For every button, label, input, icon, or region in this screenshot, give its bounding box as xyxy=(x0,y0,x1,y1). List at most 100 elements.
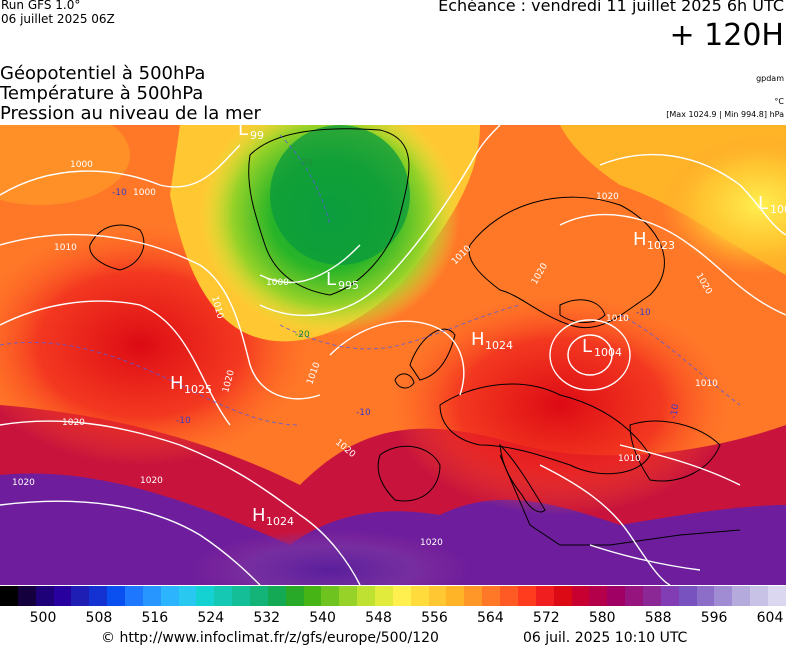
legend-swatch xyxy=(321,586,340,606)
pressure-center-l-100[interactable]: L 100 xyxy=(758,193,786,216)
pressure-center-h-1025[interactable]: H 1025 xyxy=(170,373,212,396)
pressure-center-h-1024-north[interactable]: H 1024 xyxy=(471,329,513,352)
svg-text:1023: 1023 xyxy=(647,239,675,252)
isotherm-labels: -20 -20 -10 -10 -10 -10 -10 xyxy=(112,158,682,426)
forecast-map[interactable]: H 1025 H 1024 H 1024 H 1023 L 995 L 1004… xyxy=(0,125,786,585)
isotherm-label: -10 xyxy=(112,188,127,198)
isobar-label: 1010 xyxy=(695,379,718,389)
isotherm-label: -10 xyxy=(176,416,191,426)
isobar-label: 1000 xyxy=(133,188,156,198)
yellow-ne-core xyxy=(660,135,786,275)
svg-text:1024: 1024 xyxy=(485,339,513,352)
isotherm-label: -20 xyxy=(298,158,313,168)
run-title: Run GFS 1.0° xyxy=(1,0,81,12)
svg-text:100: 100 xyxy=(770,203,786,216)
nw-cool-patch xyxy=(0,125,130,205)
svg-text:1024: 1024 xyxy=(266,515,294,528)
legend-swatch xyxy=(339,586,358,606)
isotherm-label: -10 xyxy=(669,403,681,419)
purple-core xyxy=(190,530,470,585)
svg-text:L: L xyxy=(238,125,248,140)
svg-text:H: H xyxy=(170,373,184,394)
run-date: 06 juillet 2025 06Z xyxy=(1,12,115,26)
isobar-label: 1010 xyxy=(54,243,77,253)
legend-label: 500 xyxy=(29,610,57,626)
unit-pressure: [Max 1024.9 | Min 994.8] hPa xyxy=(666,110,784,119)
isobar-label: 1020 xyxy=(596,192,619,202)
pressure-center-h-1023[interactable]: H 1023 xyxy=(633,229,675,252)
legend-swatch xyxy=(214,586,233,606)
isotherm-label: -10 xyxy=(636,308,651,318)
isobar-label: 1000 xyxy=(266,278,289,288)
isobar-label: 1010 xyxy=(618,454,641,464)
legend-swatch xyxy=(142,586,161,606)
legend-swatch xyxy=(285,586,304,606)
legend-swatch xyxy=(71,586,90,606)
legend-label: 556 xyxy=(421,610,448,626)
color-scale-labels: 500 508 516 524 532 540 548 556 564 572 580 588 596 6… xyxy=(0,610,786,628)
param-temperature: Température à 500hPa xyxy=(0,83,204,104)
legend-swatch xyxy=(357,586,376,606)
legend-swatch xyxy=(482,586,501,606)
forecast-lead: + 120H xyxy=(669,18,785,53)
legend-swatch xyxy=(642,586,661,606)
legend-swatch xyxy=(571,586,590,606)
isobar-label: 1020 xyxy=(420,538,443,548)
unit-geopotential: gpdam xyxy=(756,74,784,83)
isobar-label: 1020 xyxy=(12,478,35,488)
legend-label: 508 xyxy=(85,610,113,626)
legend-swatch xyxy=(696,586,715,606)
legend-label: 580 xyxy=(588,610,616,626)
svg-text:1004: 1004 xyxy=(594,346,622,359)
legend-swatch xyxy=(607,586,626,606)
legend-swatch xyxy=(446,586,465,606)
legend-swatch xyxy=(267,586,286,606)
legend-swatch xyxy=(0,586,18,606)
legend-swatch xyxy=(750,586,768,606)
pressure-center-l-995[interactable]: L 995 xyxy=(326,269,359,292)
source-url[interactable]: © http://www.infoclimat.fr/z/gfs/europe/… xyxy=(101,630,439,646)
legend-label: 540 xyxy=(309,610,336,626)
legend-swatch xyxy=(232,586,251,606)
legend-swatch xyxy=(107,586,126,606)
legend-swatch xyxy=(767,586,786,606)
legend-swatch xyxy=(89,586,108,606)
valid-time: Echéance : vendredi 11 juillet 2025 6h U… xyxy=(438,0,784,15)
isotherm-label: -10 xyxy=(356,408,371,418)
legend-swatch xyxy=(589,586,608,606)
svg-text:H: H xyxy=(252,505,266,526)
unit-temperature: °C xyxy=(774,97,784,106)
legend-label: 604 xyxy=(756,610,784,626)
legend-swatch xyxy=(53,586,72,606)
legend-swatch xyxy=(250,586,268,606)
pressure-center-l-1004[interactable]: L 1004 xyxy=(582,336,622,359)
svg-text:L: L xyxy=(326,269,336,290)
legend-swatch xyxy=(196,586,215,606)
pressure-center-l-99[interactable]: L 99 xyxy=(238,125,264,142)
legend-swatch xyxy=(660,586,679,606)
legend-swatch xyxy=(732,586,751,606)
svg-text:H: H xyxy=(633,229,647,250)
isotherm-label: -20 xyxy=(295,330,310,340)
legend-swatch xyxy=(375,586,393,606)
legend-swatch xyxy=(178,586,197,606)
legend-label: 524 xyxy=(197,610,225,626)
isobars xyxy=(0,125,786,585)
legend-swatch xyxy=(500,586,518,606)
coastlines xyxy=(89,128,741,546)
legend-label: 596 xyxy=(700,610,728,626)
pressure-center-h-1024-south[interactable]: H 1024 xyxy=(252,505,294,528)
legend-swatch xyxy=(35,586,54,606)
hot-core-east xyxy=(390,295,730,515)
svg-text:H: H xyxy=(471,329,485,350)
legend-swatch xyxy=(535,586,554,606)
legend-label: 572 xyxy=(532,610,560,626)
svg-text:99: 99 xyxy=(250,129,264,142)
isotherms xyxy=(0,134,741,426)
legend-swatch xyxy=(553,586,572,606)
legend-label: 516 xyxy=(141,610,169,626)
legend-swatch xyxy=(17,586,36,606)
southern-purple-band xyxy=(0,473,786,585)
legend-label: 532 xyxy=(253,610,281,626)
param-geopotential: Géopotentiel à 500hPa xyxy=(0,63,206,84)
